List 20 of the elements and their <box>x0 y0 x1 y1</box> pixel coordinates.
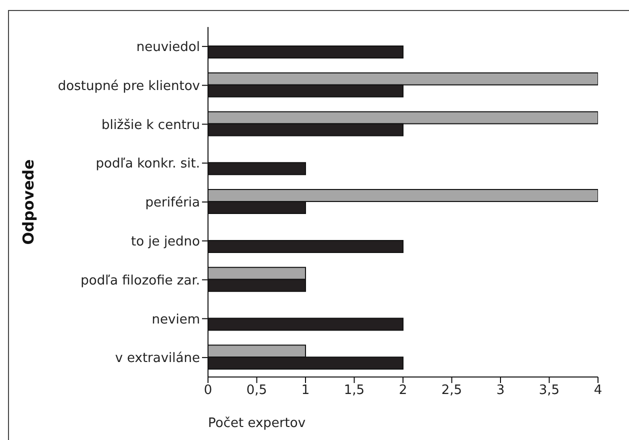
x-tick-label: 0,5 <box>246 383 268 398</box>
x-tick-label: 4 <box>594 383 602 398</box>
x-tick-label: 1 <box>301 383 310 398</box>
x-axis-title: Počet expertov <box>208 416 306 431</box>
x-tick-label: 2 <box>398 383 408 398</box>
y-tick-label: to je jedno <box>131 234 200 250</box>
y-tick-label: podľa filozofie zar. <box>80 273 200 288</box>
x-tick-label: 0 <box>204 383 212 398</box>
y-tick-label: dostupné pre klientov <box>58 78 200 94</box>
y-tick-label: v extraviláne <box>115 351 200 366</box>
x-tick-label: 3,5 <box>538 383 560 398</box>
y-axis-title: Odpovede <box>19 159 38 245</box>
x-tick-label: 1,5 <box>344 383 365 398</box>
x-tick-label: 3 <box>496 383 505 398</box>
y-tick-label: neviem <box>152 312 200 328</box>
y-tick-label: bližšie k centru <box>101 118 200 133</box>
y-tick-label: podľa konkr. sit. <box>96 156 200 172</box>
x-tick-label: 2,5 <box>441 383 462 398</box>
y-tick-label: neuviedol <box>136 40 200 56</box>
y-tick-label: periféria <box>145 196 200 211</box>
